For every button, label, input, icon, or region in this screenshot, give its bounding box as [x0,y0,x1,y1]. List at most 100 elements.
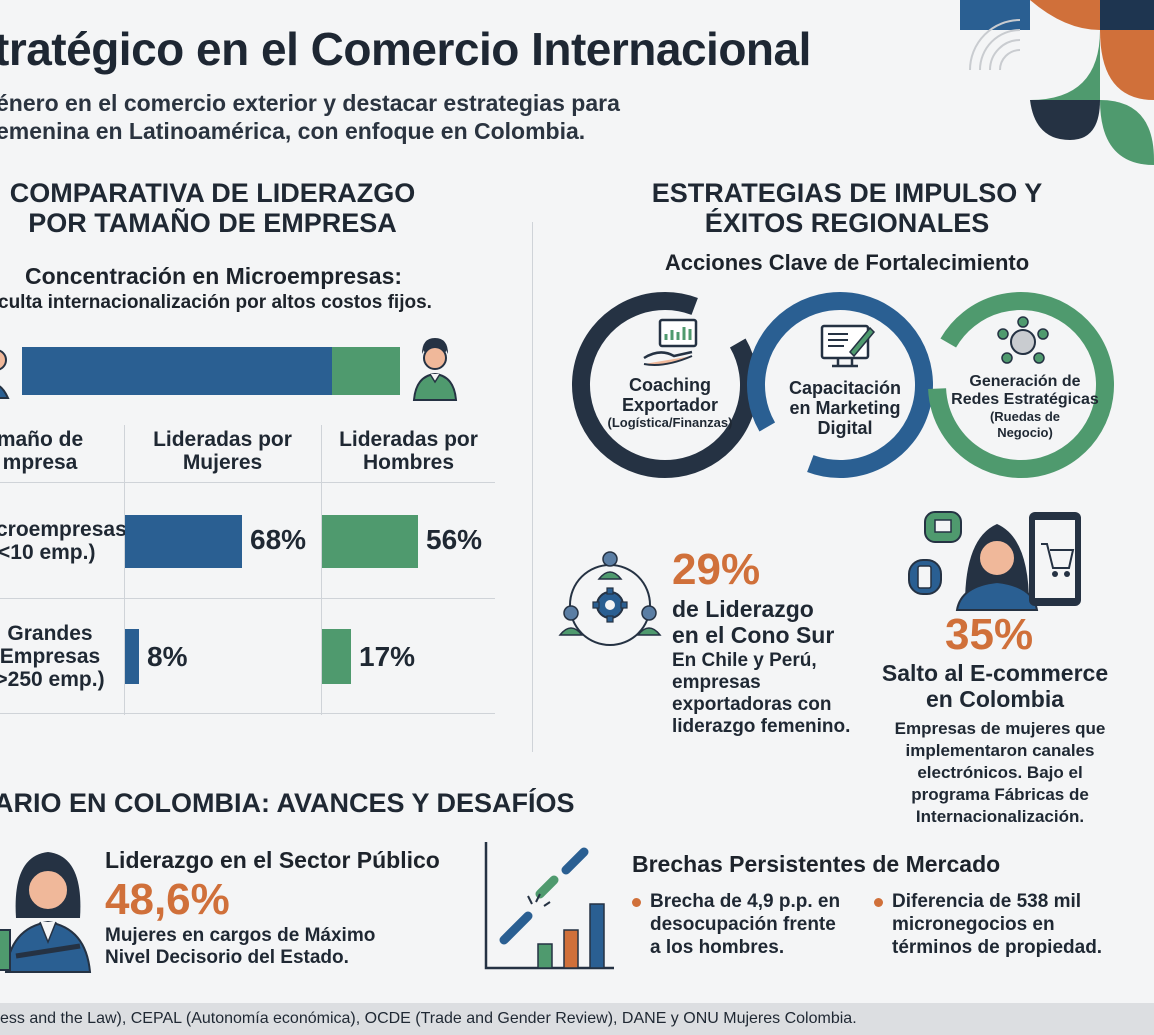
ecommerce-title-line-2: en Colombia [925,686,1064,712]
public-value: 48,6% [105,875,230,924]
table-row-1-size: croempresas <10 emp.) [0,518,127,564]
row-1-women-value: 68% [250,524,307,555]
public-body: Mujeres en cargos de Máximo Nivel Deciso… [105,925,375,969]
ecommerce-title-line-1: Salto al E-commerce [881,660,1109,686]
sources-text: ess and the Law), CEPAL (Autonomía econó… [0,1010,857,1027]
left-section-heading: COMPARATIVA DE LIDERAZGO POR TAMAÑO DE E… [0,178,425,238]
public-body-line-2: Nivel Decisorio del Estado. [105,947,349,968]
row-1-women-bar [125,515,242,568]
page-subtitle: énero en el comercio exterior y destacar… [0,89,620,145]
ring-marketing-line-1: Capacitación [788,378,902,398]
public-official-icon [0,852,92,973]
table-row-2-size: Grandes Empresas >250 emp.) [0,622,120,691]
header-men-line-2: Hombres [362,451,455,474]
row-2-men-value: 17% [359,641,416,672]
ecommerce-body-line-2: implementaron canales [905,741,1095,760]
ring-networks-line-1: Generación de [969,373,1081,390]
public-body-line-1: Mujeres en cargos de Máximo [105,925,376,946]
right-section-heading: ESTRATEGIAS DE IMPULSO Y ÉXITOS REGIONAL… [600,178,1094,238]
cono-sur-title-line-2: en el Cono Sur [672,622,835,648]
cono-sur-body-line-1: En Chile y Perú, [672,650,817,671]
section-divider [532,222,533,752]
sources-footer: ess and the Law), CEPAL (Autonomía econó… [0,1003,1154,1035]
table-bottom-divider [0,713,495,714]
right-heading-line-2: ÉXITOS REGIONALES [704,208,990,238]
ring-networks-sub-2: Negocio) [997,425,1053,440]
row-2-men-bar [322,629,351,684]
row-2-size-line-3: >250 emp.) [0,668,105,691]
table-header-women: Lideradas por Mujeres [124,428,321,474]
right-heading-line-1: ESTRATEGIAS DE IMPULSO Y [651,178,1043,208]
cono-sur-title-line-1: de Liderazgo [672,596,814,622]
cono-sur-body-line-2: empresas [672,672,761,693]
gap-1-line-2: desocupación frente [650,914,836,935]
ring-coaching: Coaching Exportador (Logística/Finanzas) [590,375,750,431]
row-1-size-line-2: <10 emp.) [0,541,96,564]
ecommerce-title: Salto al E-commerce en Colombia [870,660,1120,712]
gap-1-line-1: Brecha de 4,9 p.p. en [650,891,841,912]
table-header-divider [0,482,495,483]
gap-bullet-2: Diferencia de 538 mil micronegocios en t… [874,890,1102,959]
concentration-text: culta internacionalización por altos cos… [0,292,432,313]
ecommerce-body: Empresas de mujeres que implementaron ca… [870,718,1130,828]
ring-marketing: Capacitación en Marketing Digital [765,378,925,438]
ecommerce-body-line-4: programa Fábricas de [911,785,1089,804]
cono-sur-title: de Liderazgo en el Cono Sur [672,596,834,648]
table-header-men: Lideradas por Hombres [321,428,496,474]
bullet-dot-1 [632,898,641,907]
strategy-rings [572,291,1114,478]
public-title: Liderazgo en el Sector Público [105,847,440,873]
corner-decoration [960,0,1154,165]
left-heading-line-2: POR TAMAÑO DE EMPRESA [28,208,397,238]
ring-coaching-line-2: Exportador [621,395,718,415]
broken-chain-chart-icon [484,842,614,970]
ring-marketing-line-2: en Marketing [789,398,901,418]
page-title: tratégico en el Comercio Internacional [0,23,811,75]
person-left-icon [0,349,10,399]
table-col-divider-2 [321,425,322,715]
ecommerce-value: 35% [945,610,1034,659]
ring-networks-sub-1: (Ruedas de [989,409,1061,424]
row-2-women-bar [125,629,139,684]
actions-title: Acciones Clave de Fortalecimiento [664,250,1030,275]
gap-2-line-2: micronegocios en [892,914,1055,935]
row-1-men-bar [322,515,418,568]
table-header-size: maño de mpresa [0,428,110,474]
ring-coaching-sub: (Logística/Finanzas) [607,415,733,430]
bottom-section-heading: ARIO EN COLOMBIA: AVANCES Y DESAFÍOS [0,788,575,818]
network-icon [997,316,1049,364]
concentration-bar [22,347,400,395]
header-men-line-1: Lideradas por [339,428,478,451]
team-gear-icon [558,551,662,646]
row-1-size-line-1: croempresas [0,518,127,541]
bullet-dot-2 [874,898,883,907]
header-women-line-1: Lideradas por [153,428,292,451]
digital-marketing-icon [820,324,876,368]
man-icon [412,338,458,401]
left-heading-line-1: COMPARATIVA DE LIDERAZGO [9,178,416,208]
ecommerce-body-line-5: Internacionalización. [915,807,1085,826]
concentration-bar-men [331,347,400,395]
ecommerce-body-line-3: electrónicos. Bajo el [917,763,1083,782]
concentration-bar-women [22,347,332,395]
cono-sur-body: En Chile y Perú, empresas exportadoras c… [672,650,850,738]
gap-bullet-1: Brecha de 4,9 p.p. en desocupación frent… [632,890,840,959]
header-size-line-2: mpresa [2,451,78,474]
ring-networks: Generación de Redes Estratégicas (Ruedas… [935,373,1115,441]
table-col-divider-1 [124,425,125,715]
subtitle-line-1: énero en el comercio exterior y destacar… [0,90,620,116]
ecommerce-woman-icon [908,511,1081,611]
cono-sur-body-line-3: exportadoras con [672,694,832,715]
concentration-title: Concentración en Microempresas: [25,263,403,289]
cono-sur-value: 29% [672,545,761,594]
cono-sur-body-line-4: liderazgo femenino. [672,716,851,737]
row-2-size-line-2: Empresas [0,645,101,668]
gap-2-line-1: Diferencia de 538 mil [892,891,1082,912]
row-2-women-value: 8% [147,641,188,672]
coaching-icon [643,318,698,366]
ring-networks-line-2: Redes Estratégicas [951,391,1099,408]
gap-1-line-3: a los hombres. [650,937,785,958]
header-size-line-1: maño de [0,428,84,451]
row-1-men-value: 56% [426,524,483,555]
gaps-title: Brechas Persistentes de Mercado [632,851,1001,877]
